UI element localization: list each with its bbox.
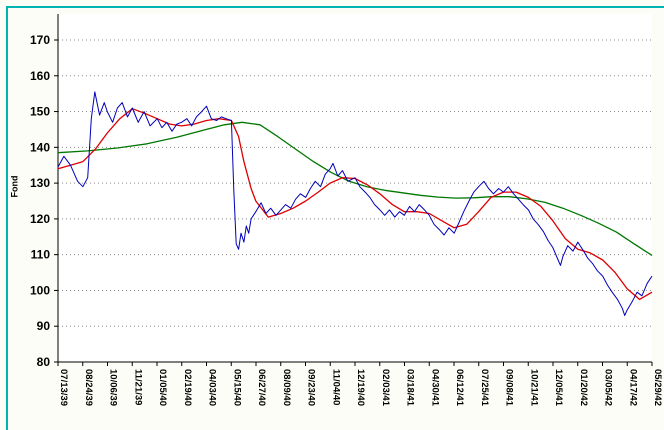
x-tick-label: 06/12/41 <box>454 369 465 407</box>
y-tick-label: 100 <box>30 283 50 297</box>
x-tick-label: 12/19/40 <box>355 369 366 406</box>
y-tick-label: 140 <box>30 140 50 154</box>
x-tick-label: 04/30/41 <box>429 369 440 407</box>
y-axis-title: Fond <box>9 175 20 198</box>
x-tick-label: 01/20/42 <box>578 369 589 406</box>
x-tick-label: 08/24/39 <box>83 369 94 406</box>
x-tick-label: 02/03/41 <box>380 369 391 407</box>
x-tick-label: 09/23/40 <box>306 369 317 406</box>
y-tick-label: 120 <box>30 212 50 226</box>
x-tick-label: 04/17/42 <box>627 369 638 406</box>
x-tick-label: 11/21/39 <box>132 369 143 405</box>
x-tick-label: 07/13/39 <box>58 369 69 406</box>
y-tick-label: 160 <box>30 69 50 83</box>
series-moving-average-long <box>57 121 653 256</box>
x-tick-label: 03/18/41 <box>405 369 416 407</box>
y-tick-label: 150 <box>30 105 50 119</box>
x-tick-label: 10/06/39 <box>108 369 119 406</box>
series-price <box>57 91 653 316</box>
x-tick-label: 12/05/41 <box>553 369 564 407</box>
y-tick-label: 130 <box>30 176 50 190</box>
x-tick-label: 02/19/40 <box>182 369 193 406</box>
y-tick-label: 80 <box>37 355 51 369</box>
x-tick-label: 04/03/40 <box>207 369 218 406</box>
window-frame-left <box>6 6 8 430</box>
window-frame-top <box>6 6 664 8</box>
y-tick-label: 110 <box>31 248 51 262</box>
series-moving-average-short <box>57 108 653 301</box>
x-tick-label: 05/29/42 <box>652 369 663 406</box>
x-tick-label: 01/05/40 <box>157 369 168 406</box>
x-tick-label: 11/04/40 <box>330 369 341 405</box>
plot-area <box>58 14 652 362</box>
x-tick-label: 07/25/41 <box>479 369 490 407</box>
y-tick-label: 170 <box>30 33 50 47</box>
x-tick-label: 03/05/42 <box>603 369 614 406</box>
y-tick-label: 90 <box>37 319 51 333</box>
x-tick-label: 09/08/41 <box>504 369 515 407</box>
x-tick-label: 05/15/40 <box>231 369 242 406</box>
x-tick-label: 08/09/40 <box>281 369 292 406</box>
x-tick-label: 10/21/41 <box>528 369 539 407</box>
x-tick-label: 06/27/40 <box>256 369 267 406</box>
